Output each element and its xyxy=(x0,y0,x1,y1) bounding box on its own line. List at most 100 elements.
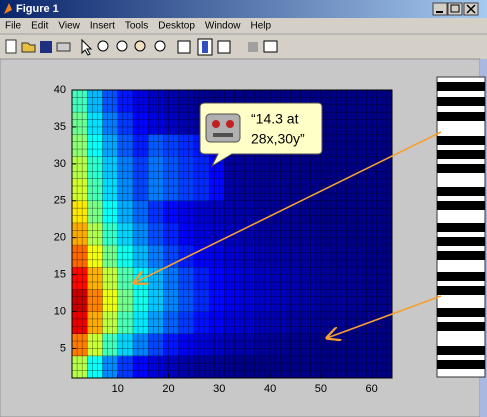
menu-item[interactable]: Window xyxy=(205,21,241,32)
heatmap-cell xyxy=(194,156,210,178)
zoom-in-icon[interactable] xyxy=(98,41,108,51)
heatmap-cell xyxy=(163,289,179,311)
heatmap-cell xyxy=(331,334,347,356)
page: {"window": {"title": "Figure 1", "menu":… xyxy=(0,0,487,417)
title-bar xyxy=(0,0,487,18)
heatmap-cell xyxy=(301,289,317,311)
heatmap-cell xyxy=(194,289,210,311)
heatmap-cell xyxy=(240,201,256,223)
heatmap-cell xyxy=(224,334,240,356)
heatmap-cell xyxy=(316,156,332,178)
heatmap-cell xyxy=(362,112,378,134)
heatmap-cell xyxy=(87,312,103,334)
heatmap-cell xyxy=(72,289,88,311)
heatmap-cell xyxy=(285,289,301,311)
legend-icon[interactable] xyxy=(218,41,230,53)
heatmap-cell xyxy=(118,356,134,378)
x-tick-label: 30 xyxy=(213,383,225,395)
heatmap-cell xyxy=(118,245,134,267)
heatmap-cell xyxy=(179,201,195,223)
heatmap-cell xyxy=(118,289,134,311)
heatmap-cell xyxy=(72,156,88,178)
heatmap-cell xyxy=(87,356,103,378)
heatmap-cell xyxy=(346,134,362,156)
menu-item[interactable]: Desktop xyxy=(158,21,195,32)
heatmap-cell xyxy=(331,289,347,311)
heatmap-cell xyxy=(331,201,347,223)
heatmap-cell xyxy=(133,112,149,134)
heatmap-cell xyxy=(179,334,195,356)
heatmap-cell xyxy=(331,156,347,178)
heatmap-cell xyxy=(72,179,88,201)
x-tick-label: 60 xyxy=(366,383,378,395)
heatmap-cell xyxy=(240,267,256,289)
heatmap-cell xyxy=(377,356,393,378)
menu-item[interactable]: Help xyxy=(251,21,272,32)
heatmap-cell xyxy=(270,356,286,378)
heatmap-cell xyxy=(316,223,332,245)
heatmap-cell xyxy=(285,267,301,289)
heatmap-cell xyxy=(133,334,149,356)
heatmap-cell xyxy=(346,267,362,289)
heatmap-cell xyxy=(118,156,134,178)
minimize-button[interactable] xyxy=(433,3,447,15)
heatmap-cell xyxy=(209,201,225,223)
page-body: Figure 1 FileEditViewInsertToolsDesktopW… xyxy=(0,0,487,417)
heatmap-cell xyxy=(72,223,88,245)
heatmap-cell xyxy=(87,90,103,112)
heatmap-cell xyxy=(255,156,271,178)
heatmap-cell xyxy=(179,245,195,267)
print-icon[interactable] xyxy=(57,43,70,51)
heatmap-cell xyxy=(133,201,149,223)
heatmap-cell xyxy=(133,289,149,311)
heatmap-cell xyxy=(301,201,317,223)
heatmap-cell xyxy=(362,267,378,289)
heatmap-cell xyxy=(377,90,393,112)
menu-item[interactable]: Edit xyxy=(31,21,48,32)
heatmap-cell xyxy=(362,201,378,223)
heatmap-cell xyxy=(331,312,347,334)
show-tools-icon[interactable] xyxy=(264,41,277,52)
heatmap-cell xyxy=(255,289,271,311)
heatmap-cell xyxy=(377,289,393,311)
heatmap-cell xyxy=(301,356,317,378)
menu-item[interactable]: File xyxy=(5,21,22,32)
heatmap-cell xyxy=(163,201,179,223)
heatmap-cell xyxy=(179,267,195,289)
heatmap-cell xyxy=(331,223,347,245)
heatmap-cell xyxy=(301,223,317,245)
rotate-icon[interactable] xyxy=(155,41,165,51)
menu-item[interactable]: Insert xyxy=(90,21,115,32)
heatmap-cell xyxy=(163,334,179,356)
hide-tools-icon[interactable] xyxy=(248,42,258,52)
heatmap-cell xyxy=(270,223,286,245)
heatmap-cell xyxy=(301,245,317,267)
zoom-out-icon[interactable] xyxy=(117,41,127,51)
menu-item[interactable]: Tools xyxy=(125,21,148,32)
menu-item[interactable]: View xyxy=(58,21,80,32)
heatmap-cell xyxy=(362,334,378,356)
heatmap-cell xyxy=(346,179,362,201)
heatmap-cell xyxy=(270,156,286,178)
heatmap-cell xyxy=(285,156,301,178)
heatmap-cell xyxy=(240,356,256,378)
heatmap-cell xyxy=(362,179,378,201)
datacursor-icon[interactable] xyxy=(178,41,190,53)
heatmap-cell xyxy=(316,312,332,334)
heatmap-cell xyxy=(163,156,179,178)
heatmap-cell xyxy=(72,90,88,112)
window-buttons xyxy=(433,3,478,15)
heatmap-cell xyxy=(102,134,118,156)
new-icon[interactable] xyxy=(6,40,16,53)
pan-icon[interactable] xyxy=(135,41,145,51)
heatmap-cell xyxy=(118,112,134,134)
heatmap-cell xyxy=(87,245,103,267)
heatmap-cell xyxy=(118,312,134,334)
save-icon[interactable] xyxy=(40,41,52,53)
heatmap-cell xyxy=(102,112,118,134)
heatmap-cell xyxy=(163,179,179,201)
y-tick-label: 25 xyxy=(54,195,66,207)
heatmap-cell xyxy=(133,356,149,378)
heatmap-cell xyxy=(255,312,271,334)
heatmap-cell xyxy=(377,201,393,223)
